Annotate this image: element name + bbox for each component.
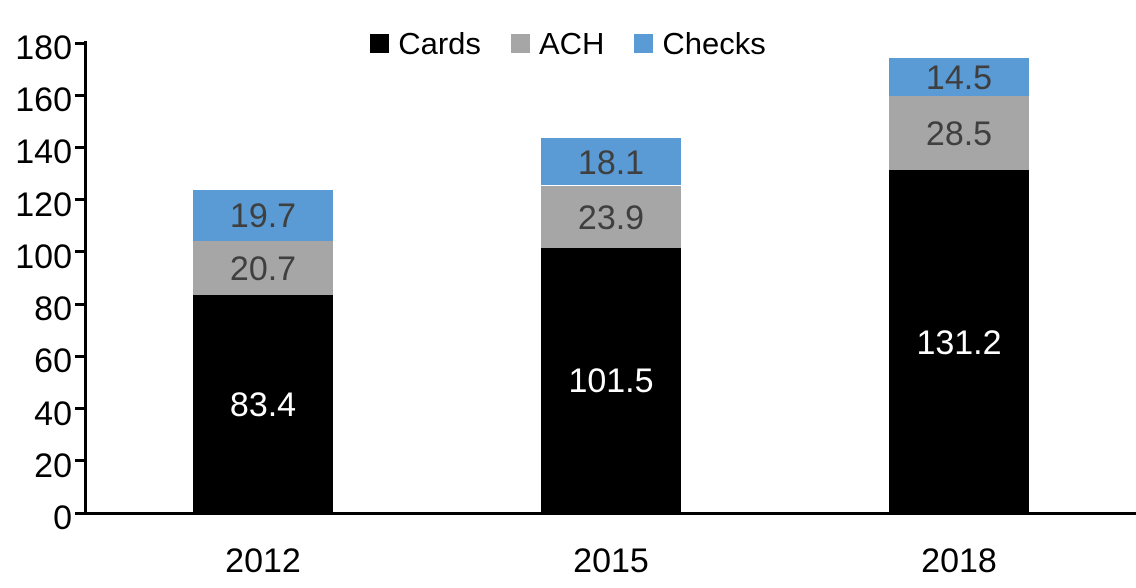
y-tick-label-0: 0 — [53, 499, 72, 537]
y-tick-mark-120 — [75, 198, 84, 201]
bar-2018-cards — [889, 170, 1029, 513]
y-tick-mark-100 — [75, 250, 84, 253]
y-tick-mark-160 — [75, 94, 84, 97]
y-tick-label-60: 60 — [34, 342, 72, 380]
bar-label-2012-ach: 20.7 — [229, 250, 297, 288]
legend-swatch-cards-icon — [370, 34, 390, 53]
legend-item-ach: ACH — [510, 26, 605, 61]
y-axis-line — [84, 41, 87, 515]
x-category-label-2012: 2012 — [225, 542, 301, 580]
y-tick-label-80: 80 — [34, 290, 72, 328]
y-tick-label-20: 20 — [34, 447, 72, 485]
x-category-label-2018: 2018 — [921, 542, 997, 580]
bar-2012-cards — [193, 295, 333, 513]
bar-2018-ach — [889, 96, 1029, 170]
bar-2015-cards — [541, 248, 681, 513]
bar-label-2012-cards: 83.4 — [229, 386, 297, 424]
legend-swatch-checks-icon — [634, 34, 654, 53]
y-tick-mark-40 — [75, 407, 84, 410]
chart-legend: Cards ACH Checks — [0, 28, 1136, 59]
x-category-label-2015: 2015 — [573, 542, 649, 580]
y-tick-label-160: 160 — [15, 81, 72, 119]
legend-label-ach: ACH — [538, 26, 605, 61]
y-tick-label-40: 40 — [34, 395, 72, 433]
bar-label-2015-cards: 101.5 — [568, 362, 654, 400]
y-tick-mark-180 — [75, 42, 84, 45]
bar-label-2015-ach: 23.9 — [577, 199, 645, 237]
bar-2015-checks — [541, 138, 681, 185]
bar-2018-checks — [889, 58, 1029, 96]
y-tick-mark-60 — [75, 355, 84, 358]
bar-label-2015-checks: 18.1 — [577, 144, 645, 182]
legend-swatch-ach-icon — [510, 34, 530, 53]
y-tick-label-100: 100 — [15, 238, 72, 276]
legend-item-cards: Cards — [370, 28, 481, 59]
bar-label-2018-cards: 131.2 — [916, 324, 1002, 362]
bar-2012-checks — [193, 190, 333, 241]
legend-label-checks: Checks — [662, 26, 766, 61]
y-tick-label-180: 180 — [15, 29, 72, 67]
y-tick-label-120: 120 — [15, 186, 72, 224]
legend-label-cards: Cards — [398, 26, 481, 61]
bar-2015-ach — [541, 186, 681, 248]
bar-label-2012-checks: 19.7 — [229, 197, 297, 235]
y-tick-mark-20 — [75, 459, 84, 462]
y-tick-mark-140 — [75, 146, 84, 149]
bar-label-2018-ach: 28.5 — [925, 115, 993, 153]
y-tick-mark-0 — [75, 512, 84, 515]
x-axis-line — [84, 512, 1136, 515]
y-tick-mark-80 — [75, 303, 84, 306]
y-tick-label-140: 140 — [15, 133, 72, 171]
bar-label-2018-checks: 14.5 — [925, 59, 993, 97]
legend-item-checks: Checks — [634, 26, 766, 61]
bar-2012-ach — [193, 241, 333, 295]
